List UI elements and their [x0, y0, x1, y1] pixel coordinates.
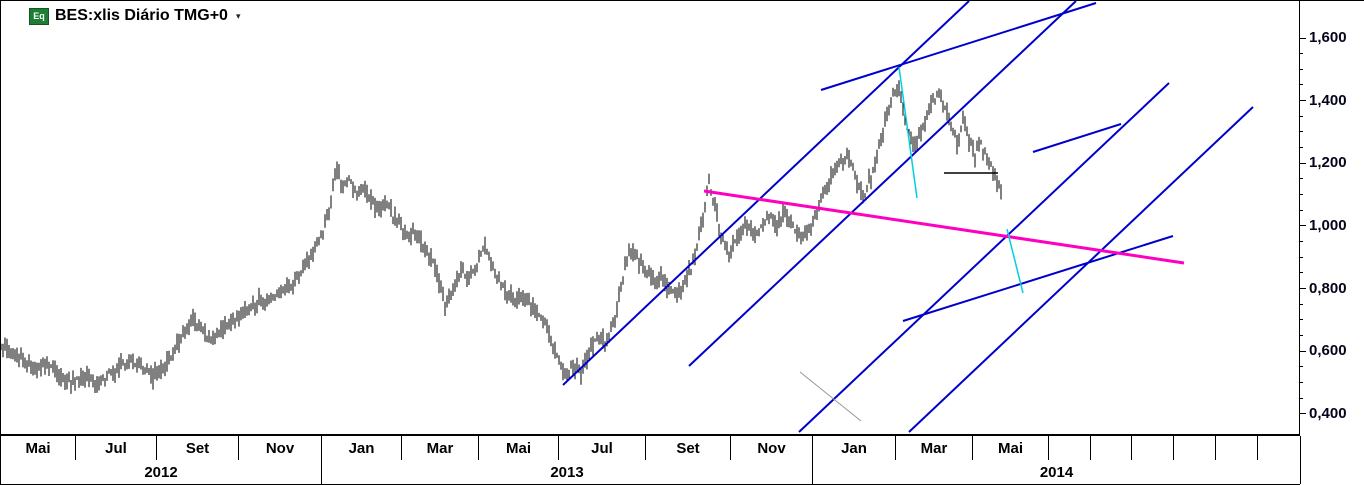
y-axis-minor-tick: [1300, 68, 1303, 70]
month-cell: Nov: [731, 436, 813, 460]
time-axis-months: Mai Jul Set Nov Jan Mar Mai Jul Set Nov Jan Mar Mai: [0, 435, 1301, 461]
y-axis-label: 0,800: [1309, 279, 1347, 297]
y-axis-minor-tick: [1300, 335, 1303, 337]
y-axis-minor-tick: [1300, 366, 1303, 368]
month-cell: Mar: [896, 436, 973, 460]
month-cell: Set: [157, 436, 239, 460]
month-cell: Jul: [559, 436, 646, 460]
y-axis-minor-tick: [1300, 194, 1303, 196]
price-series: [1, 80, 1002, 394]
y-axis-minor-tick: [1300, 288, 1303, 290]
year-cell: 2013: [322, 460, 813, 484]
month-cell: Mai: [973, 436, 1049, 460]
y-axis-tick: [1300, 350, 1306, 352]
trend-line-cyan[interactable]: [898, 66, 918, 199]
chart-title: BES:xlis Diário TMG+0: [55, 7, 228, 24]
chart-canvas[interactable]: [1, 1, 1299, 434]
future-month-cell: [1049, 436, 1091, 460]
y-axis-minor-tick: [1300, 178, 1303, 180]
y-axis-minor-tick: [1300, 413, 1303, 415]
time-axis-years: 2012 2013 2014: [0, 460, 1301, 485]
y-axis-minor-tick: [1300, 131, 1303, 133]
y-axis-minor-tick: [1300, 115, 1303, 117]
y-axis-minor-tick: [1300, 84, 1303, 86]
y-axis-minor-tick: [1300, 147, 1303, 149]
y-axis-label: 1,600: [1309, 29, 1347, 46]
month-cell: Jan: [322, 436, 402, 460]
chevron-down-icon[interactable]: ▾: [235, 10, 241, 21]
y-axis-tick: [1300, 225, 1306, 227]
trend-line-blue[interactable]: [908, 106, 1254, 433]
y-axis-minor-tick: [1300, 100, 1303, 102]
trend-line-gray[interactable]: [799, 371, 862, 422]
y-axis-minor-tick: [1300, 272, 1303, 274]
month-cell: Mar: [402, 436, 479, 460]
y-axis-tick: [1300, 162, 1306, 164]
trend-line-cyan[interactable]: [1006, 228, 1024, 294]
month-cell: Mai: [1, 436, 76, 460]
y-axis-minor-tick: [1300, 350, 1303, 352]
y-axis-tick: [1300, 288, 1306, 290]
year-cell: 2012: [1, 460, 322, 484]
y-axis-minor-tick: [1300, 162, 1303, 164]
y-axis-minor-tick: [1300, 256, 1303, 258]
future-month-cell: [1258, 436, 1301, 460]
y-axis-minor-tick: [1300, 319, 1303, 321]
y-axis-minor-tick: [1300, 241, 1303, 243]
month-cell: Set: [646, 436, 731, 460]
y-axis-label: 0,600: [1309, 342, 1347, 360]
y-axis-tick: [1300, 413, 1306, 415]
y-axis-label: 0,400: [1309, 404, 1347, 422]
y-axis-label: 1,200: [1309, 154, 1347, 172]
trend-line-blue[interactable]: [902, 235, 1174, 322]
future-month-cell: [1091, 436, 1132, 460]
y-axis-minor-tick: [1300, 397, 1303, 399]
chart-legend[interactable]: Eq BES:xlis Diário TMG+0 ▾: [29, 7, 240, 25]
trend-line-blue[interactable]: [820, 2, 1097, 91]
y-axis-tick: [1300, 100, 1306, 102]
future-month-cell: [1132, 436, 1174, 460]
month-cell: Jul: [76, 436, 157, 460]
year-cell: 2014: [813, 460, 1301, 484]
trend-line-blue[interactable]: [562, 1, 970, 386]
trend-line-blue[interactable]: [1032, 123, 1122, 153]
month-cell: Jan: [813, 436, 896, 460]
y-axis-tick: [1300, 37, 1306, 39]
future-month-cell: [1174, 436, 1216, 460]
y-axis-minor-tick: [1300, 209, 1303, 211]
trend-line-blue[interactable]: [688, 1, 1077, 367]
month-cell: Nov: [239, 436, 322, 460]
trend-line-magenta[interactable]: [703, 189, 1185, 265]
y-axis-minor-tick: [1300, 303, 1303, 305]
month-cell: Mai: [479, 436, 559, 460]
trend-line-blue[interactable]: [798, 82, 1170, 433]
equity-badge-icon: Eq: [29, 7, 49, 25]
y-axis-minor-tick: [1300, 53, 1303, 55]
price-axis: 1,600 1,400 1,200 1,000 0,800 0,600 0,400: [1300, 0, 1364, 435]
y-axis-minor-tick: [1300, 225, 1303, 227]
y-axis-minor-tick: [1300, 382, 1303, 384]
y-axis-label: 1,000: [1309, 216, 1347, 234]
chart-plot-area[interactable]: Eq BES:xlis Diário TMG+0 ▾: [0, 0, 1300, 435]
y-axis-minor-tick: [1300, 37, 1303, 39]
future-month-cell: [1216, 436, 1258, 460]
y-axis-label: 1,400: [1309, 91, 1347, 109]
